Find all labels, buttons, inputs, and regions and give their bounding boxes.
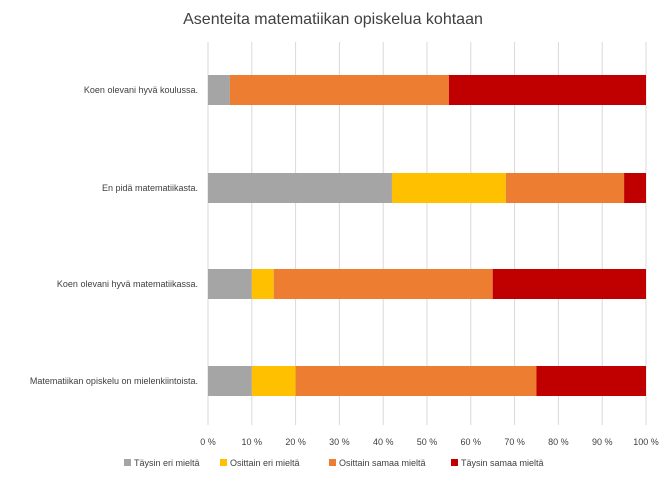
bar-segment [505,173,625,203]
category-label: En pidä matematiikasta. [102,183,198,193]
bar-segment [492,269,646,299]
category-label: Matematiikan opiskelu on mielenkiintoist… [30,376,198,386]
bar-segment [208,366,252,396]
x-tick-label: 50 % [417,437,438,447]
bar-segment [208,75,230,105]
category-labels: Koen olevani hyvä koulussa. En pidä matem… [30,85,198,386]
x-tick-label: 90 % [592,437,613,447]
legend-swatch [124,459,131,466]
bar-segment [448,75,646,105]
bar-segment [295,366,537,396]
bar-segment [251,269,274,299]
legend-entry: Osittain eri mieltä [230,458,300,468]
x-tick-label: 100 % [633,437,659,447]
legend-swatch [451,459,458,466]
bar-segment [208,269,252,299]
x-axis-ticks: 0 % 10 % 20 % 30 % 40 % 50 % 60 % 70 % 80 % 90 % 1… [200,437,659,447]
legend-swatch [329,459,336,466]
x-tick-label: 70 % [504,437,525,447]
bars [208,75,646,396]
bar-segment [624,173,646,203]
category-label: Koen olevani hyvä koulussa. [84,85,198,95]
legend-entry: Täysin samaa mieltä [461,458,544,468]
gridlines [207,42,647,425]
x-tick-label: 20 % [285,437,306,447]
bar-segment [391,173,506,203]
x-tick-label: 40 % [373,437,394,447]
legend-entry: Täysin eri mieltä [134,458,200,468]
bar-segment [273,269,493,299]
bar-segment [536,366,646,396]
bar-segment [229,75,449,105]
legend-swatch [220,459,227,466]
x-tick-label: 30 % [329,437,350,447]
x-tick-label: 10 % [242,437,263,447]
legend-entry: Osittain samaa mieltä [339,458,426,468]
legend: Täysin eri mieltä Osittain eri mieltä Osit… [124,458,544,468]
x-tick-label: 60 % [461,437,482,447]
x-tick-label: 0 % [200,437,216,447]
x-tick-label: 80 % [548,437,569,447]
chart-title: Asenteita matematiikan opiskelua kohtaan [183,11,483,28]
bar-segment [208,173,392,203]
category-label: Koen olevani hyvä matematiikassa. [57,279,198,289]
bar-segment [251,366,296,396]
